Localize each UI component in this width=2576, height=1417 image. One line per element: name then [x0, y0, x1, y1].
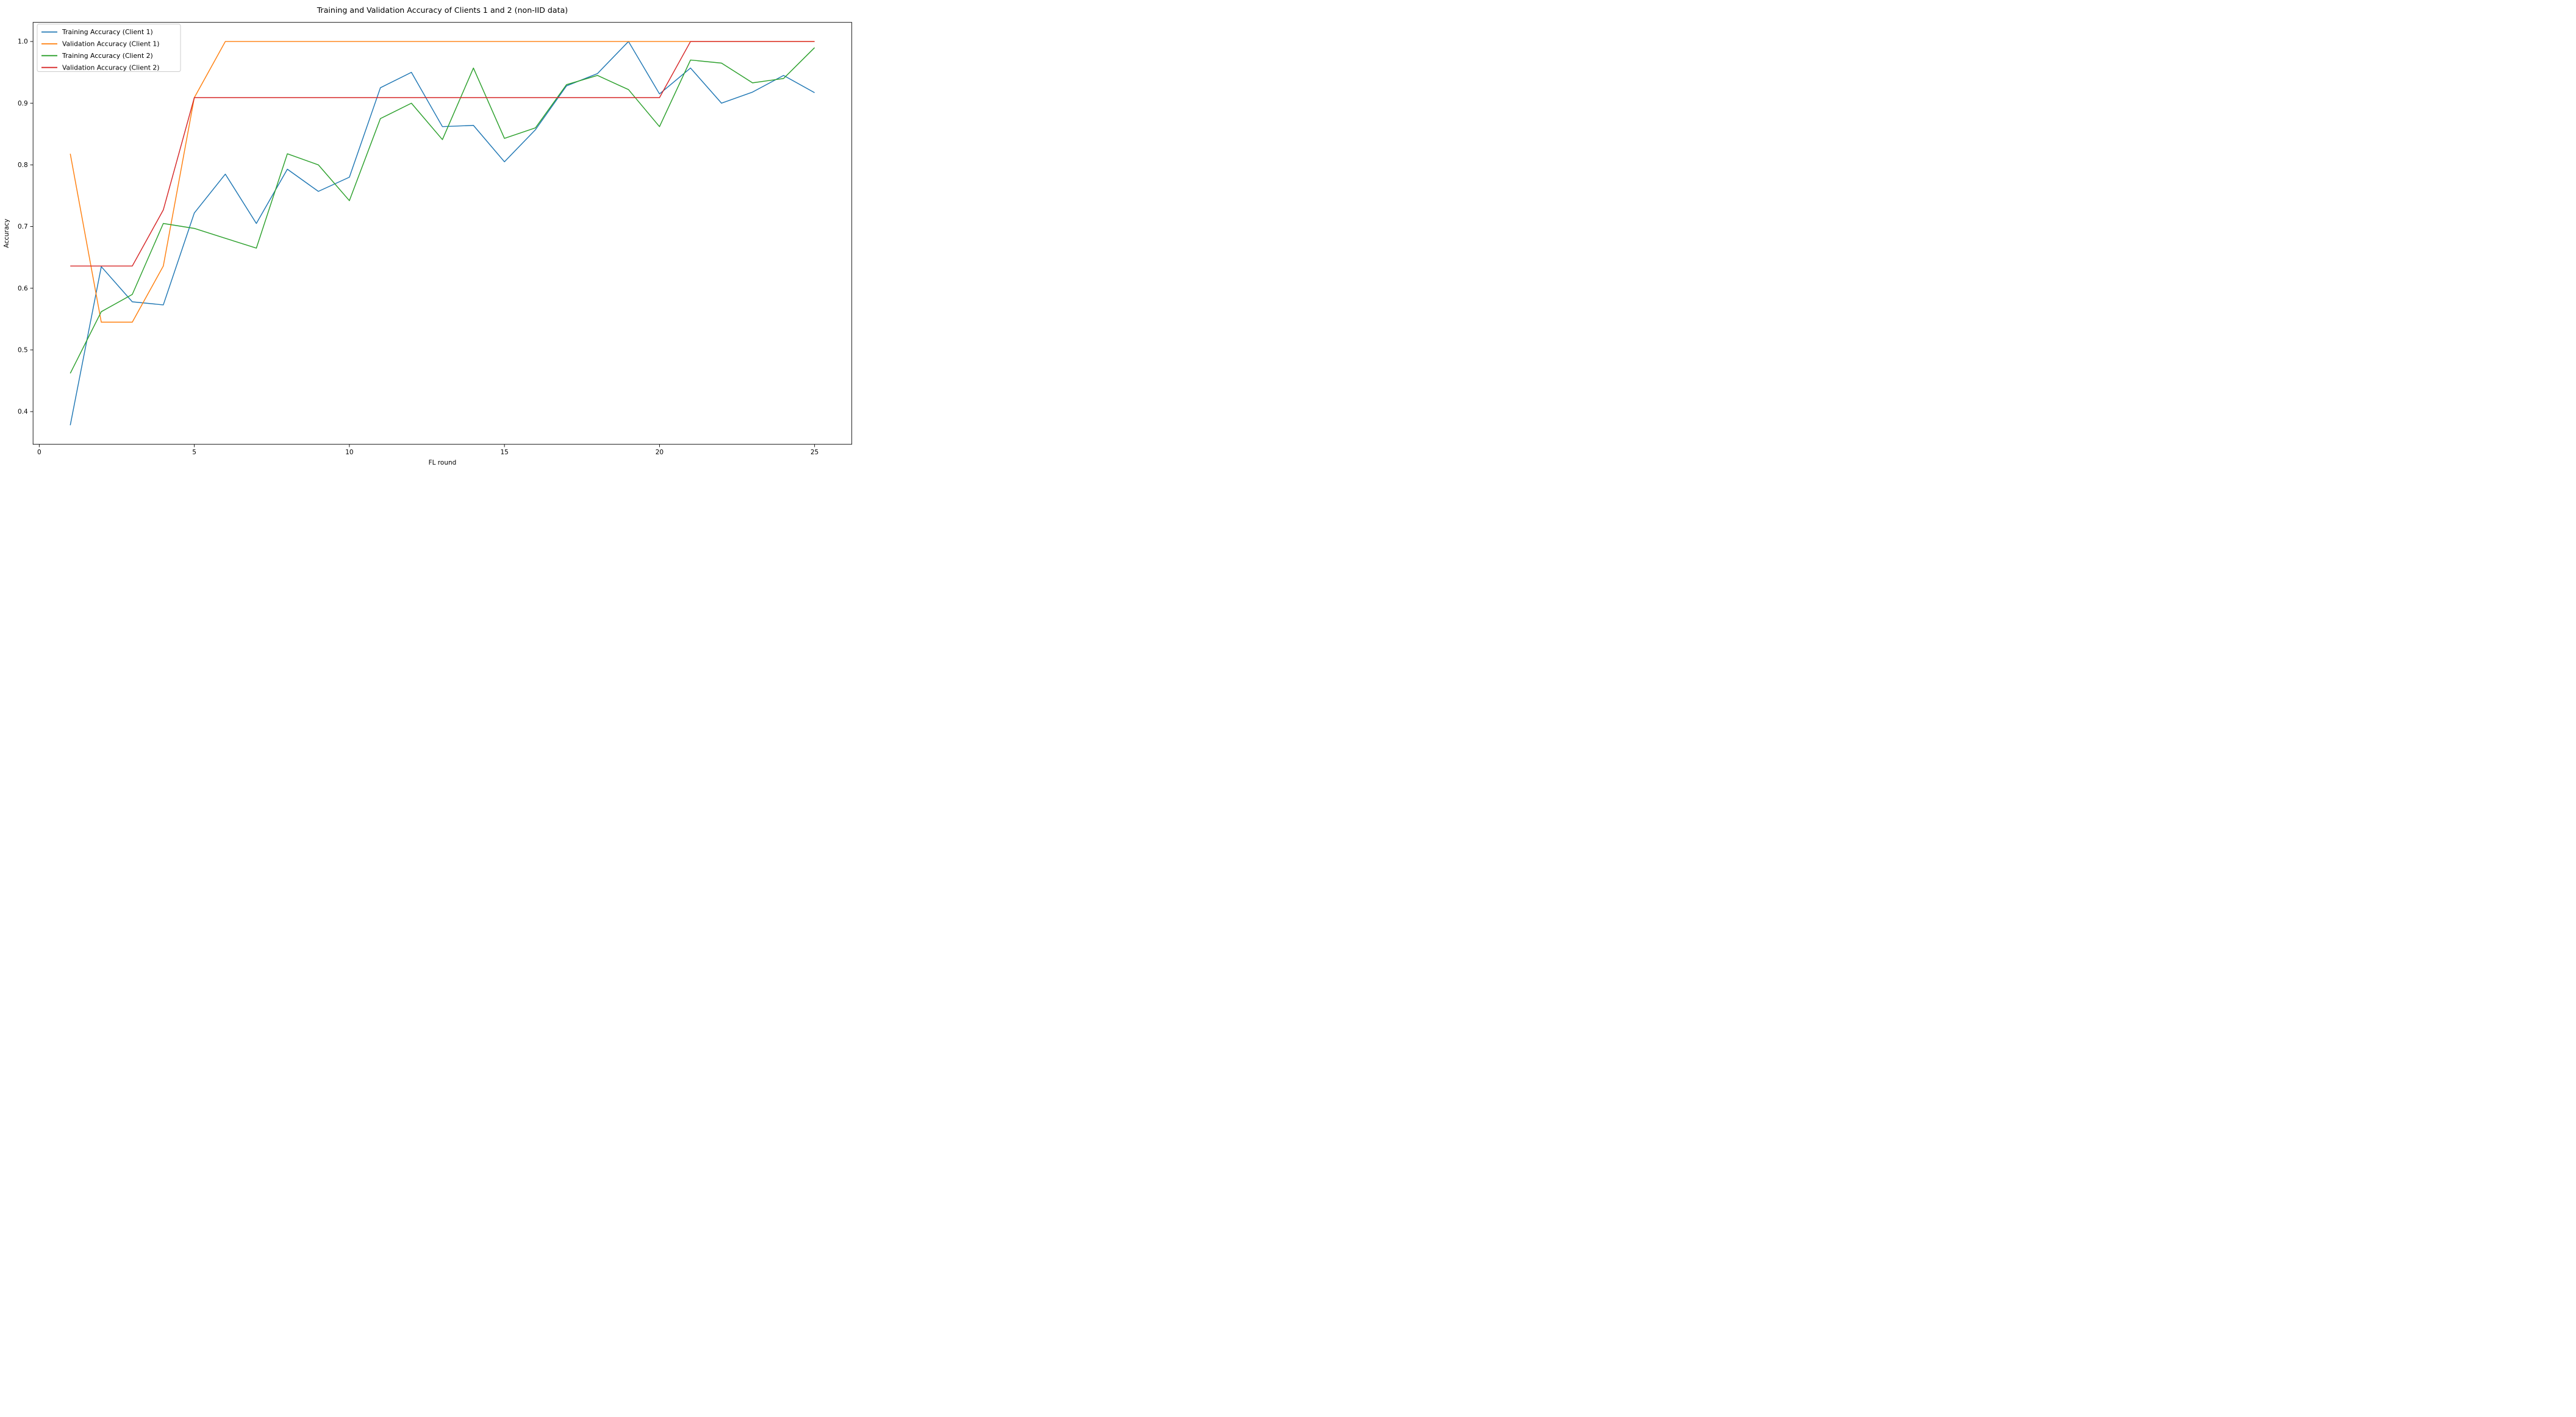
- y-tick-label: 1.0: [18, 38, 28, 46]
- legend: Training Accuracy (Client 1) Validation A…: [37, 24, 181, 72]
- legend-item: Training Accuracy (Client 2): [41, 52, 153, 60]
- legend-label: Training Accuracy (Client 1): [62, 28, 153, 36]
- legend-label: Validation Accuracy (Client 1): [62, 40, 159, 48]
- y-tick-label: 0.9: [18, 100, 28, 107]
- y-tick-label: 0.4: [18, 409, 28, 416]
- matplotlib-figure: 0 5 10 15 20 25 0.4 0.5 0.6 0.7 0.8 0.9 1.0 Trainin…: [0, 0, 859, 473]
- legend-item: Validation Accuracy (Client 2): [41, 63, 159, 71]
- x-axis-ticks: 0 5 10 15 20 25: [37, 444, 818, 456]
- legend-label: Training Accuracy (Client 2): [62, 52, 153, 60]
- x-tick-label: 15: [500, 449, 508, 456]
- x-tick-label: 25: [810, 449, 818, 456]
- chart-title: Training and Validation Accuracy of Clie…: [317, 5, 568, 15]
- y-axis-label: Accuracy: [3, 219, 10, 248]
- x-tick-label: 10: [345, 449, 353, 456]
- y-tick-label: 0.6: [18, 285, 28, 292]
- x-tick-label: 20: [656, 449, 664, 456]
- y-tick-label: 0.8: [18, 162, 28, 169]
- x-axis-label: FL round: [429, 459, 457, 466]
- legend-item: Training Accuracy (Client 1): [41, 28, 153, 36]
- x-tick-label: 5: [192, 449, 196, 456]
- y-axis-ticks: 0.4 0.5 0.6 0.7 0.8 0.9 1.0: [18, 38, 34, 416]
- x-tick-label: 0: [37, 449, 41, 456]
- legend-box: [37, 24, 181, 72]
- series-line-validation-accuracy-client-2: [70, 41, 815, 267]
- y-tick-label: 0.7: [18, 223, 28, 230]
- series-lines: [70, 41, 815, 426]
- plot-frame: [32, 22, 853, 445]
- accuracy-line-chart: 0 5 10 15 20 25 0.4 0.5 0.6 0.7 0.8 0.9 1.0 Trainin…: [3, 5, 853, 466]
- series-line-training-accuracy-client-2: [70, 47, 815, 374]
- legend-label: Validation Accuracy (Client 2): [62, 63, 159, 71]
- y-tick-label: 0.5: [18, 347, 28, 354]
- legend-item: Validation Accuracy (Client 1): [41, 40, 159, 48]
- series-line-training-accuracy-client-1: [70, 41, 815, 426]
- plot-area: [32, 22, 853, 445]
